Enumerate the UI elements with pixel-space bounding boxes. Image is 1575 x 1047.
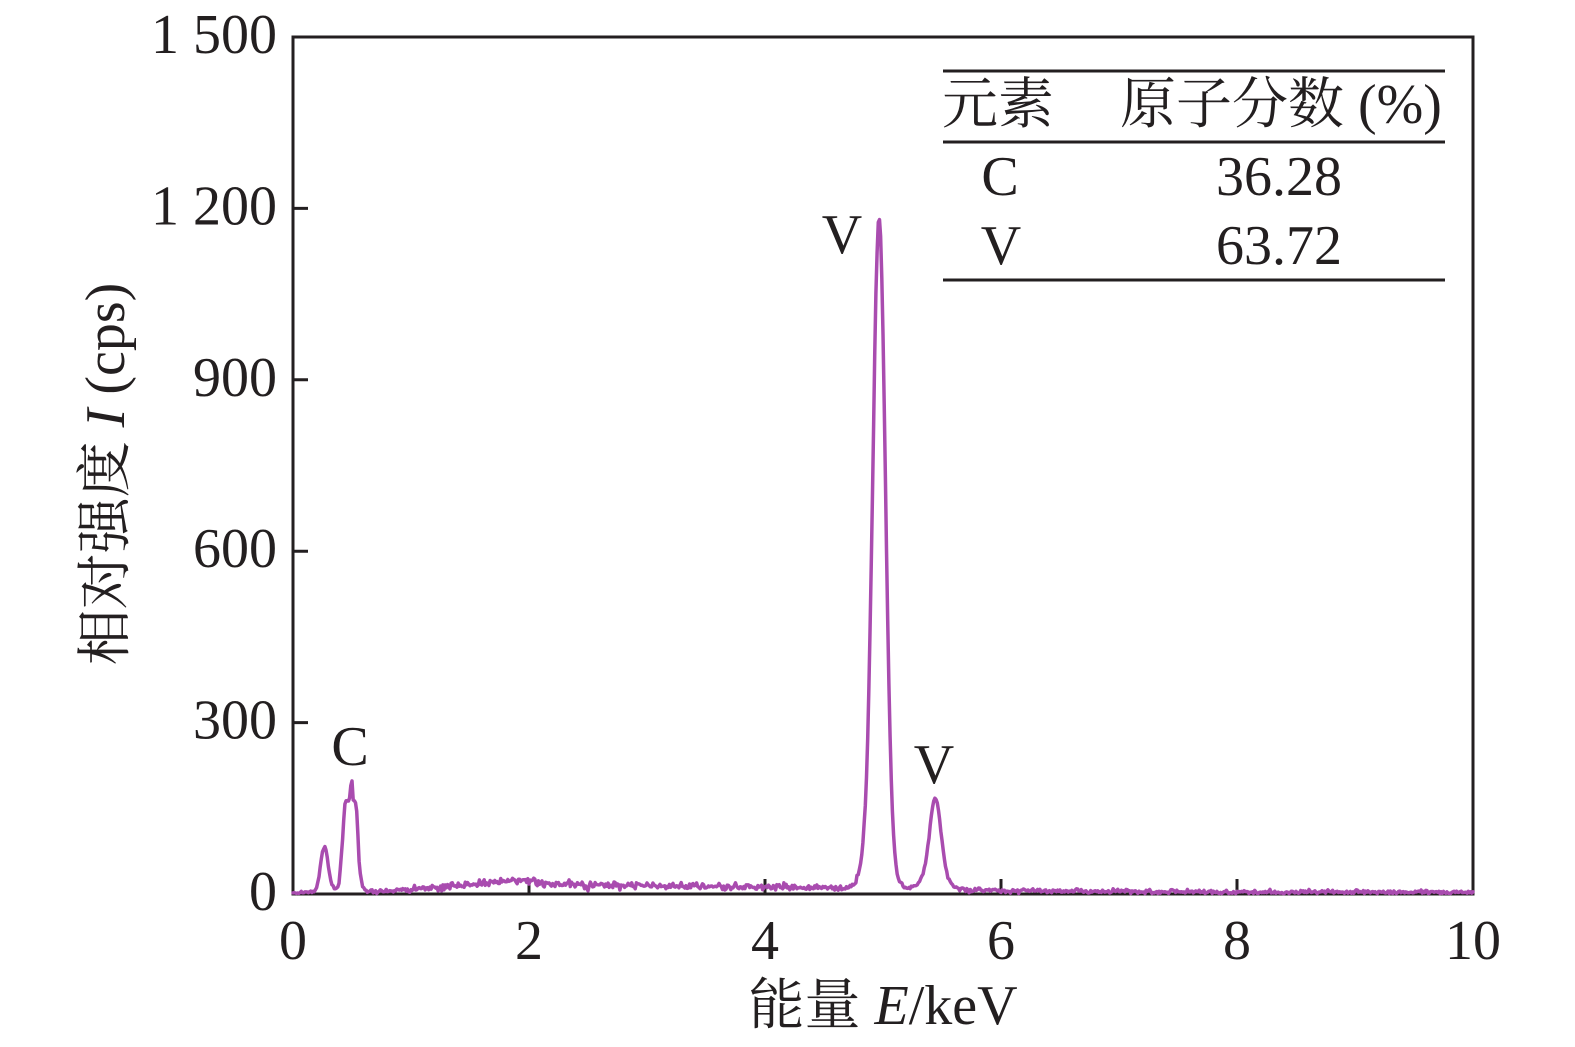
svg-text:8: 8 <box>1223 910 1251 972</box>
svg-text:1 200: 1 200 <box>151 175 277 237</box>
svg-text:10: 10 <box>1445 910 1501 972</box>
svg-text:V: V <box>914 734 954 796</box>
svg-text:C: C <box>331 716 368 778</box>
svg-text:0: 0 <box>279 910 307 972</box>
svg-text:C: C <box>981 146 1018 208</box>
svg-text:300: 300 <box>193 690 277 752</box>
svg-text:900: 900 <box>193 347 277 409</box>
svg-text:V: V <box>822 204 862 266</box>
svg-text:4: 4 <box>751 910 779 972</box>
svg-text:36.28: 36.28 <box>1216 146 1342 208</box>
svg-text:600: 600 <box>193 518 277 580</box>
svg-text:I: I <box>75 406 137 428</box>
svg-text:(cps): (cps) <box>75 283 137 395</box>
svg-text:1 500: 1 500 <box>151 4 277 66</box>
svg-text:0: 0 <box>249 861 277 923</box>
svg-text:6: 6 <box>987 910 1015 972</box>
svg-text:V: V <box>981 215 1021 277</box>
svg-text:/keV: /keV <box>909 975 1018 1037</box>
svg-text:63.72: 63.72 <box>1216 215 1342 277</box>
svg-text:E: E <box>874 975 909 1037</box>
svg-text:(%): (%) <box>1358 74 1442 136</box>
svg-text:2: 2 <box>515 910 543 972</box>
